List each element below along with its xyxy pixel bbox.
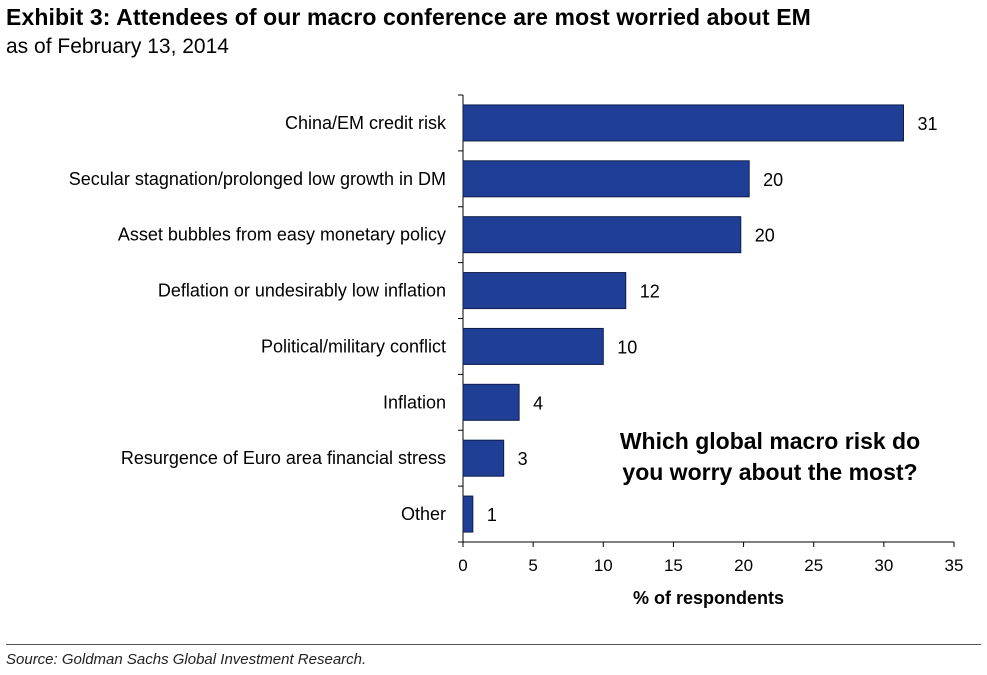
exhibit-title: Exhibit 3: Attendees of our macro confer… [6, 4, 811, 30]
bar [462, 495, 474, 533]
source-note: Source: Goldman Sachs Global Investment … [6, 651, 367, 668]
data-label: 1 [487, 505, 497, 525]
bar [462, 104, 904, 142]
category-label: Political/military conflict [261, 336, 446, 356]
bar [462, 383, 520, 421]
data-label: 20 [763, 170, 783, 190]
chart-annotation: you worry about the most? [622, 459, 917, 485]
data-label: 20 [755, 226, 775, 246]
category-label: China/EM credit risk [285, 113, 447, 133]
bar [462, 327, 604, 365]
category-label: Other [401, 504, 446, 524]
bar [462, 216, 742, 254]
category-label: Secular stagnation/prolonged low growth … [69, 169, 446, 189]
data-label: 12 [640, 282, 660, 302]
x-tick-label: 5 [528, 556, 537, 575]
bar [462, 439, 505, 477]
x-axis-title: % of respondents [633, 588, 784, 608]
bar [462, 272, 627, 310]
x-tick-label: 20 [734, 556, 753, 575]
category-label: Deflation or undesirably low inflation [158, 281, 446, 301]
x-tick-label: 15 [664, 556, 683, 575]
footer-divider [6, 644, 981, 645]
data-label: 3 [518, 449, 528, 469]
bar-chart: 0 5 10 15 20 25 30 35 % of respondents China/EM c… [69, 94, 964, 608]
x-tick-label: 0 [458, 556, 467, 575]
x-tick-label: 10 [594, 556, 613, 575]
data-label: 31 [917, 114, 937, 134]
category-label: Resurgence of Euro area financial stress [121, 448, 446, 468]
x-tick-label: 35 [945, 556, 964, 575]
x-tick-label: 25 [804, 556, 823, 575]
exhibit-subtitle: as of February 13, 2014 [6, 35, 229, 58]
bar [462, 160, 750, 198]
data-label: 4 [533, 393, 543, 413]
category-label: Asset bubbles from easy monetary policy [118, 225, 446, 245]
category-label: Inflation [383, 392, 446, 412]
chart-annotation: Which global macro risk do [620, 428, 920, 454]
x-tick-label: 30 [874, 556, 893, 575]
data-label: 10 [617, 337, 637, 357]
